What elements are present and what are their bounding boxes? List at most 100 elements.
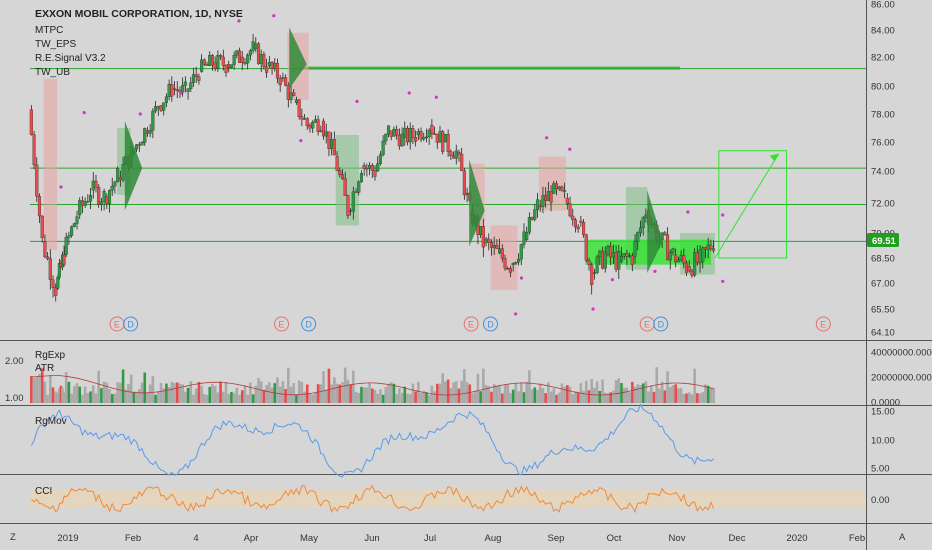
candle[interactable] xyxy=(105,196,109,204)
candle[interactable] xyxy=(219,55,223,58)
candle[interactable] xyxy=(338,170,342,175)
candle[interactable] xyxy=(460,153,464,171)
candle[interactable] xyxy=(175,89,179,91)
candle[interactable] xyxy=(275,63,280,79)
earnings-marker[interactable] xyxy=(274,316,290,332)
atr-label[interactable]: ATR xyxy=(35,363,54,374)
candle[interactable] xyxy=(701,247,705,262)
candle[interactable] xyxy=(64,237,68,255)
candle[interactable] xyxy=(533,209,537,220)
candle[interactable] xyxy=(365,167,369,170)
candle[interactable] xyxy=(78,200,82,216)
candle[interactable] xyxy=(35,164,39,197)
candle[interactable] xyxy=(259,54,263,64)
candle[interactable] xyxy=(682,255,686,264)
candle[interactable] xyxy=(229,64,233,69)
candle[interactable] xyxy=(357,181,361,193)
candle[interactable] xyxy=(251,41,255,51)
candle[interactable] xyxy=(354,191,358,193)
candle[interactable] xyxy=(484,238,488,244)
candle[interactable] xyxy=(606,246,610,255)
candle[interactable] xyxy=(210,55,215,66)
candle[interactable] xyxy=(530,217,534,220)
candle[interactable] xyxy=(281,77,285,79)
candle[interactable] xyxy=(457,151,461,155)
candle[interactable] xyxy=(465,192,469,196)
candle[interactable] xyxy=(706,244,710,250)
candle[interactable] xyxy=(370,165,374,171)
candle[interactable] xyxy=(70,226,74,236)
candle[interactable] xyxy=(113,181,117,187)
candle[interactable] xyxy=(622,253,626,257)
candle[interactable] xyxy=(522,231,526,245)
candle[interactable] xyxy=(381,140,385,155)
candle[interactable] xyxy=(91,180,95,191)
dividend-marker[interactable] xyxy=(653,316,669,332)
candle[interactable] xyxy=(200,59,204,72)
candle[interactable] xyxy=(454,150,458,159)
candle[interactable] xyxy=(511,263,515,265)
candle[interactable] xyxy=(121,164,125,181)
candle[interactable] xyxy=(481,226,485,248)
candle[interactable] xyxy=(194,74,198,77)
candle[interactable] xyxy=(346,195,350,216)
candle[interactable] xyxy=(489,242,494,248)
indicator-label-tw-eps[interactable]: TW_EPS xyxy=(35,39,76,50)
candle[interactable] xyxy=(197,76,201,81)
candle[interactable] xyxy=(598,250,602,258)
candle[interactable] xyxy=(54,287,58,296)
candle[interactable] xyxy=(690,270,694,276)
candle[interactable] xyxy=(154,106,158,112)
candle[interactable] xyxy=(172,88,177,90)
candle[interactable] xyxy=(446,134,450,152)
candle[interactable] xyxy=(443,134,447,143)
candle[interactable] xyxy=(37,195,42,217)
candle[interactable] xyxy=(72,223,76,227)
candle[interactable] xyxy=(571,215,575,220)
candle[interactable] xyxy=(349,210,353,212)
candle[interactable] xyxy=(590,264,594,285)
candle[interactable] xyxy=(435,133,439,143)
candle[interactable] xyxy=(698,249,702,264)
candle[interactable] xyxy=(148,130,152,134)
indicator-label-re-signal[interactable]: R.E.Signal V3.2 xyxy=(35,53,106,64)
rgexp-label[interactable]: RgExp xyxy=(35,350,65,361)
candle[interactable] xyxy=(433,133,437,135)
candle[interactable] xyxy=(451,155,456,159)
candle[interactable] xyxy=(224,65,228,73)
rgexp-pane[interactable] xyxy=(30,367,715,403)
candle[interactable] xyxy=(462,170,466,196)
candle[interactable] xyxy=(289,92,293,100)
candle[interactable] xyxy=(189,82,193,90)
candle[interactable] xyxy=(319,130,323,132)
candle[interactable] xyxy=(638,227,643,233)
cci-pane[interactable] xyxy=(30,484,866,514)
candle[interactable] xyxy=(118,177,122,181)
candle[interactable] xyxy=(411,128,415,138)
cci-label[interactable]: CCI xyxy=(35,486,52,497)
candle[interactable] xyxy=(183,81,187,86)
earnings-marker[interactable] xyxy=(463,316,479,332)
candle[interactable] xyxy=(343,178,347,196)
candle[interactable] xyxy=(408,128,412,143)
candle[interactable] xyxy=(665,234,670,261)
candle[interactable] xyxy=(56,277,60,289)
candle[interactable] xyxy=(695,252,699,264)
candle[interactable] xyxy=(324,131,328,137)
candle[interactable] xyxy=(351,191,355,212)
candle[interactable] xyxy=(438,131,442,143)
candle[interactable] xyxy=(213,62,217,69)
candle[interactable] xyxy=(267,61,271,66)
candle[interactable] xyxy=(557,186,561,190)
candle[interactable] xyxy=(311,122,315,129)
candle[interactable] xyxy=(327,131,331,149)
candle[interactable] xyxy=(503,258,507,269)
candle[interactable] xyxy=(422,136,426,140)
candle[interactable] xyxy=(609,246,613,258)
zoom-button[interactable]: Z xyxy=(10,532,16,543)
candle[interactable] xyxy=(46,256,50,259)
candle[interactable] xyxy=(181,85,185,93)
candle[interactable] xyxy=(237,50,242,63)
candle[interactable] xyxy=(679,255,683,260)
candle[interactable] xyxy=(83,201,87,206)
